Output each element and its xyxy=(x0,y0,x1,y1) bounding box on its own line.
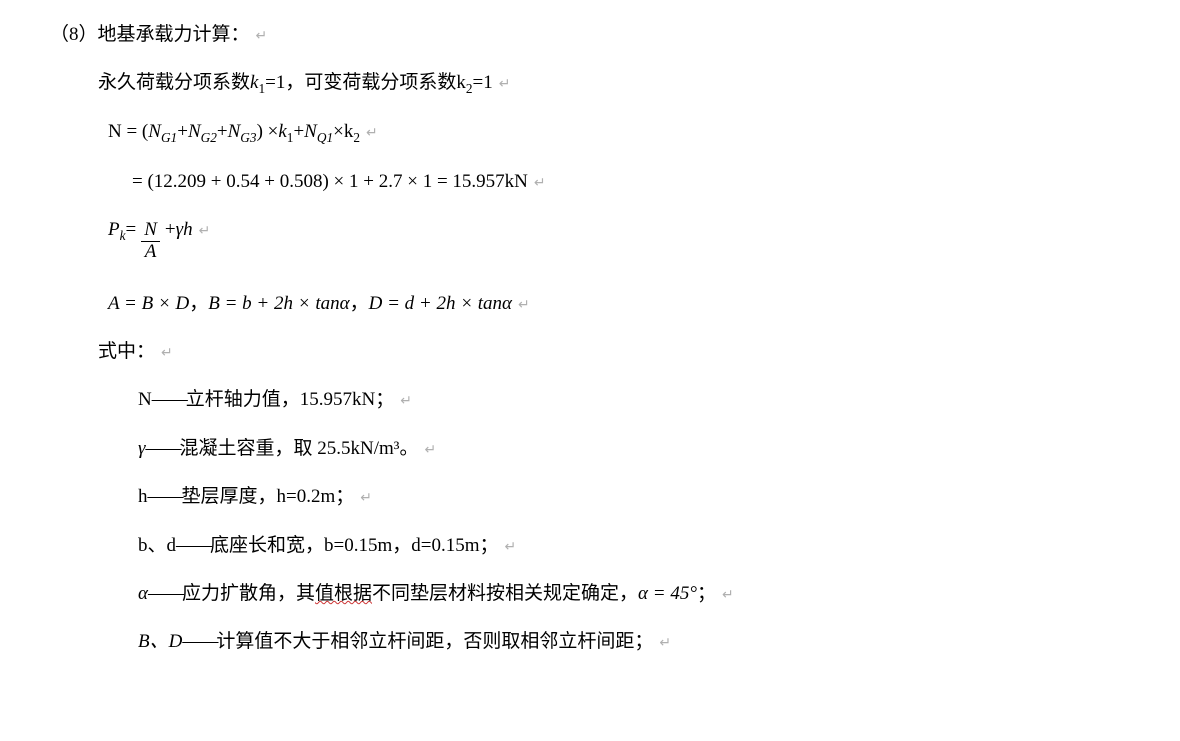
pilcrow-icon: ↵ xyxy=(505,535,517,557)
numerator: N xyxy=(140,220,161,241)
ng1: NG1 xyxy=(148,117,177,148)
def-bd-text: 底座长和宽，b=0.15m，d=0.15m； xyxy=(210,531,499,561)
sep: ， xyxy=(189,289,208,319)
dash: —— xyxy=(182,627,216,657)
plus: + xyxy=(177,117,188,147)
sym-h: h xyxy=(138,482,148,512)
pilcrow-icon: ↵ xyxy=(659,631,671,653)
close: ) × xyxy=(257,117,279,147)
pilcrow-icon: ↵ xyxy=(424,438,436,460)
gamma-h: γh xyxy=(176,215,193,245)
a-eq: A = B × D xyxy=(108,289,189,319)
eq-sign: = xyxy=(126,215,137,245)
denominator: A xyxy=(141,241,161,263)
sym-gamma: γ xyxy=(138,434,146,464)
pilcrow-icon: ↵ xyxy=(400,389,412,411)
sym-bd: b、d xyxy=(138,531,176,561)
dash: —— xyxy=(146,434,180,464)
var-k2: k2 xyxy=(456,68,472,99)
b-eq: B = b + 2h × tanα xyxy=(208,289,349,319)
pilcrow-icon: ↵ xyxy=(518,293,530,315)
def-alpha-line: α —— 应力扩散角，其 值根据 不同垫层材料按相关规定确定， α = 45° … xyxy=(50,579,1130,609)
plus: + xyxy=(165,215,176,245)
sym-bigbd: B、D xyxy=(138,627,182,657)
pilcrow-icon: ↵ xyxy=(534,171,546,193)
def-alpha-text2: 不同垫层材料按相关规定确定， xyxy=(372,579,638,609)
heading-line: （8） 地基承载力计算： ↵ xyxy=(50,20,1130,50)
var-text: 可变荷载分项系数 xyxy=(304,68,456,98)
plus: + xyxy=(217,117,228,147)
pilcrow-icon: ↵ xyxy=(199,219,211,241)
alpha-value: α = 45° xyxy=(638,579,697,609)
sym-n: N xyxy=(138,385,152,415)
pk-formula-line: Pk = N A + γh ↵ xyxy=(50,215,1130,263)
n-formula-line: N = ( NG1 + NG2 + NG3 ) × k1 + NQ1 × k2 … xyxy=(50,117,1130,148)
eq1: =1， xyxy=(265,68,304,98)
eq2: =1 xyxy=(473,68,493,98)
def-gamma-line: γ —— 混凝土容重，取 25.5kN/m³。 ↵ xyxy=(50,434,1130,464)
n-value-line: = (12.209 + 0.54 + 0.508) × 1 + 2.7 × 1 … xyxy=(50,167,1130,197)
load-coeff-line: 永久荷载分项系数 k1 =1， 可变荷载分项系数 k2 =1 ↵ xyxy=(50,68,1130,99)
pilcrow-icon: ↵ xyxy=(722,583,734,605)
fraction: N A xyxy=(140,220,161,263)
var-k1: k1 xyxy=(250,68,265,99)
pk: Pk xyxy=(108,215,126,246)
pilcrow-icon: ↵ xyxy=(161,341,173,363)
def-bigbd-line: B、D —— 计算值不大于相邻立杆间距，否则取相邻立杆间距； ↵ xyxy=(50,627,1130,657)
pilcrow-icon: ↵ xyxy=(499,72,511,94)
plus: + xyxy=(293,117,304,147)
pilcrow-icon: ↵ xyxy=(366,121,378,143)
abd-formula-line: A = B × D ， B = b + 2h × tanα ， D = d + … xyxy=(50,289,1130,319)
heading-text: 地基承载力计算： xyxy=(98,20,250,50)
def-h-text: 垫层厚度，h=0.2m； xyxy=(182,482,355,512)
where-line: 式中： ↵ xyxy=(50,337,1130,367)
sym-alpha: α xyxy=(138,579,148,609)
n-value: = (12.209 + 0.54 + 0.508) × 1 + 2.7 × 1 … xyxy=(132,167,528,197)
sep: ， xyxy=(350,289,369,319)
where-text: 式中： xyxy=(98,337,155,367)
def-alpha-text1: 应力扩散角，其 xyxy=(182,579,315,609)
k2: k2 xyxy=(344,117,360,148)
times: × xyxy=(333,117,344,147)
dash: —— xyxy=(152,385,186,415)
perm-text: 永久荷载分项系数 xyxy=(98,68,250,98)
pilcrow-icon: ↵ xyxy=(360,486,372,508)
nq1: NQ1 xyxy=(304,117,333,148)
def-gamma-text: 混凝土容重，取 25.5kN/m³。 xyxy=(180,434,419,464)
dash: —— xyxy=(148,579,182,609)
def-bd-line: b、d —— 底座长和宽，b=0.15m，d=0.15m； ↵ xyxy=(50,531,1130,561)
n-eq-text: N = ( xyxy=(108,117,148,147)
ng3: NG3 xyxy=(228,117,257,148)
heading-prefix: （8） xyxy=(50,20,98,50)
def-bigbd-text: 计算值不大于相邻立杆间距，否则取相邻立杆间距； xyxy=(216,627,653,657)
tail: ； xyxy=(697,579,716,609)
k1: k1 xyxy=(278,117,293,148)
def-n-line: N —— 立杆轴力值，15.957kN； ↵ xyxy=(50,385,1130,415)
ng2: NG2 xyxy=(188,117,217,148)
def-h-line: h —— 垫层厚度，h=0.2m； ↵ xyxy=(50,482,1130,512)
dash: —— xyxy=(176,531,210,561)
d-eq: D = d + 2h × tanα xyxy=(369,289,512,319)
underlined-text: 值根据 xyxy=(315,579,372,609)
dash: —— xyxy=(148,482,182,512)
def-n-text: 立杆轴力值，15.957kN； xyxy=(186,385,394,415)
pilcrow-icon: ↵ xyxy=(256,24,268,46)
